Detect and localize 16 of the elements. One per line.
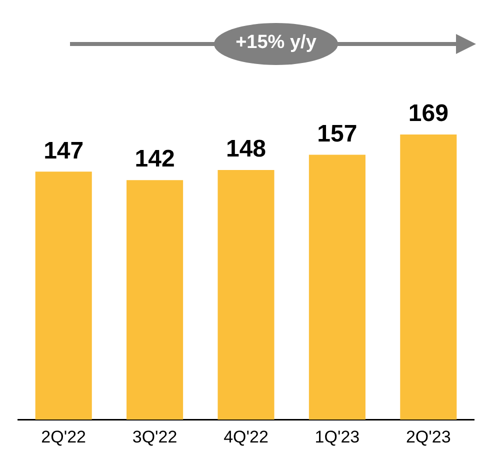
bar	[126, 180, 184, 420]
data-label: 169	[408, 100, 448, 128]
data-label: 148	[226, 136, 266, 163]
x-tick-label: 2Q'23	[406, 427, 451, 446]
x-tick-label: 2Q'22	[41, 427, 86, 446]
data-label: 147	[44, 137, 84, 164]
x-tick-label: 3Q'22	[132, 427, 178, 446]
x-tick-label: 1Q'23	[314, 427, 360, 446]
data-label: 157	[317, 120, 358, 148]
text: +15% y/y	[234, 32, 318, 54]
bar	[218, 170, 274, 420]
bar	[308, 154, 366, 420]
bar	[400, 134, 457, 420]
x-tick-label: 4Q'22	[224, 427, 268, 446]
bar	[35, 172, 92, 420]
data-label: 142	[134, 146, 175, 173]
